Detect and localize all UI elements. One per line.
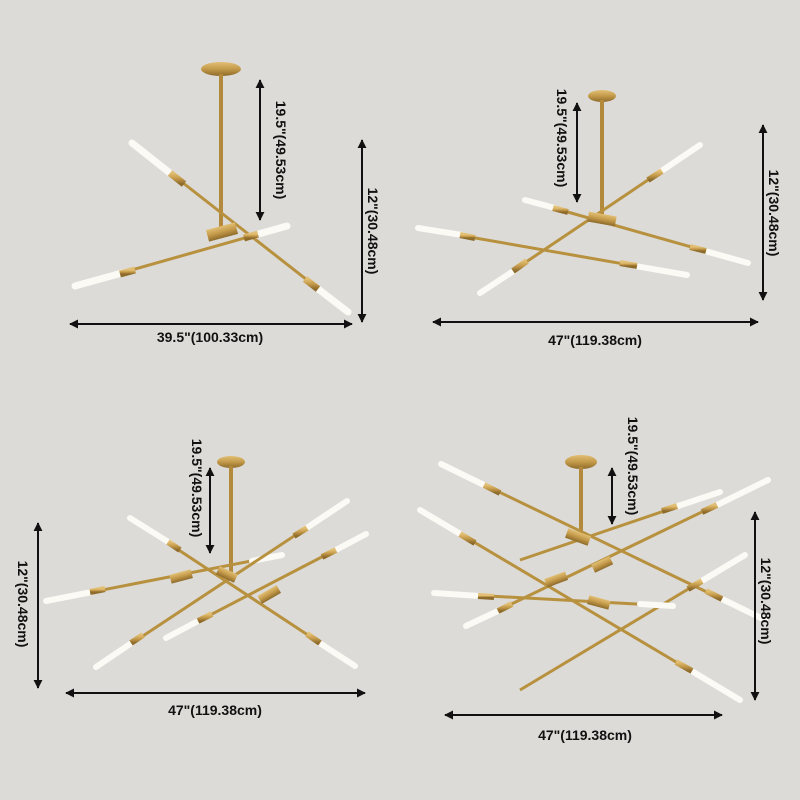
ceiling-canopy [565, 455, 597, 469]
light-arm [519, 489, 723, 562]
ceiling-canopy [588, 90, 616, 102]
center-hub [591, 556, 614, 573]
chandelier-8-light [417, 455, 771, 703]
light-arm [431, 590, 676, 609]
height-label: 12"(30.48cm) [758, 558, 774, 645]
width-label: 47"(119.38cm) [168, 702, 262, 718]
center-hub [544, 571, 569, 588]
dimension-drop-4: 19.5"(49.53cm) [607, 417, 641, 525]
downrod [229, 466, 233, 574]
light-arm [71, 222, 291, 290]
height-label: 12"(30.48cm) [15, 561, 31, 648]
chandelier-4-light [415, 90, 751, 296]
light-arm [93, 498, 350, 670]
width-label: 39.5"(100.33cm) [157, 329, 263, 345]
drop-label: 19.5"(49.53cm) [625, 417, 641, 515]
ceiling-canopy [201, 62, 241, 76]
ceiling-canopy [217, 456, 245, 468]
drop-label: 19.5"(49.53cm) [273, 101, 289, 199]
dimension-drop-1: 19.5"(49.53cm) [255, 79, 289, 221]
light-arm [127, 515, 358, 669]
chandelier-6-light [43, 456, 369, 670]
dimension-height-3: 12"(30.48cm) [15, 522, 43, 689]
dimension-drop-3: 19.5"(49.53cm) [189, 439, 215, 554]
width-label: 47"(119.38cm) [548, 332, 642, 348]
center-hub [257, 585, 282, 604]
dimension-height-2: 12"(30.48cm) [758, 124, 782, 301]
center-hub [205, 222, 239, 242]
light-arm [463, 477, 771, 629]
light-arm [522, 197, 751, 266]
dimension-width-1: 39.5"(100.33cm) [69, 319, 353, 345]
light-arm [163, 531, 369, 641]
center-hub [587, 595, 611, 610]
light-arm [43, 552, 285, 604]
light-arm [417, 507, 743, 703]
drop-label: 19.5"(49.53cm) [554, 89, 570, 187]
downrod [219, 74, 223, 232]
center-hub [587, 211, 617, 227]
center-hub [169, 569, 193, 584]
dimension-height-1: 12"(30.48cm) [357, 139, 381, 323]
center-hub [215, 566, 238, 583]
downrod [600, 100, 604, 218]
drop-label: 19.5"(49.53cm) [189, 439, 205, 537]
dimension-height-4: 12"(30.48cm) [750, 511, 774, 701]
light-arm [519, 552, 748, 692]
dimension-width-3: 47"(119.38cm) [65, 688, 366, 718]
dimension-width-2: 47"(119.38cm) [432, 317, 759, 348]
dimension-drop-2: 19.5"(49.53cm) [554, 89, 582, 203]
height-label: 12"(30.48cm) [365, 188, 381, 275]
dimension-width-4: 47"(119.38cm) [444, 710, 723, 743]
chandelier-3-light [71, 62, 352, 316]
width-label: 47"(119.38cm) [538, 727, 632, 743]
height-label: 12"(30.48cm) [766, 170, 782, 257]
light-arm [128, 139, 352, 316]
downrod [579, 467, 583, 535]
light-arm [415, 225, 690, 278]
center-hub [565, 528, 591, 546]
